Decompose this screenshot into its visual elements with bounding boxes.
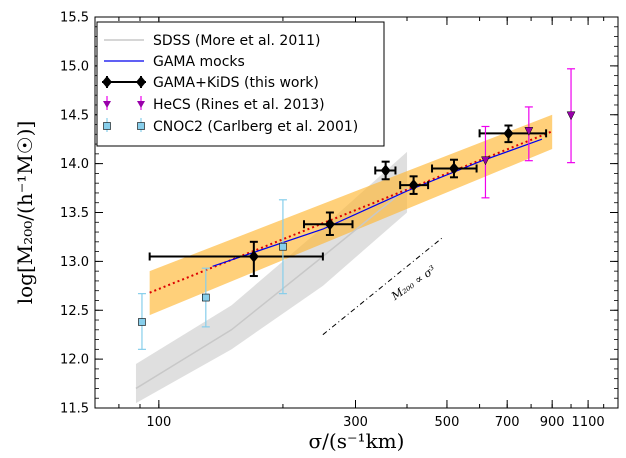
cnoc2-point — [201, 267, 210, 328]
triangle-marker — [524, 127, 534, 136]
plot-bands — [135, 114, 553, 404]
x-axis-label: σ/(s⁻¹km) — [309, 429, 405, 453]
gama_kids-point — [399, 175, 430, 195]
plot-points — [137, 68, 576, 350]
fit-band — [149, 114, 553, 316]
legend: SDSS (More et al. 2011) GAMA mocks GAMA+Ki… — [96, 21, 385, 147]
hecs-point — [524, 106, 534, 162]
y-tick-label: 13.5 — [60, 206, 89, 221]
y-tick-label: 14.5 — [60, 108, 89, 123]
square-marker — [202, 293, 210, 302]
y-tick-label: 13.0 — [60, 255, 89, 270]
y-axis: 11.5 12.0 12.5 13.0 13.5 14.0 14.5 15.0 15.5 — [60, 11, 618, 417]
gama_kids-point — [374, 160, 397, 181]
x-tick-label: 100 — [146, 415, 171, 430]
legend-swatch — [136, 76, 146, 88]
x-tick-label: 1100 — [572, 415, 605, 430]
gama_kids-point — [478, 124, 548, 144]
cnoc2-point — [137, 293, 146, 350]
legend-label: CNOC2 (Carlberg et al. 2001) — [153, 119, 358, 135]
x-tick-label: 700 — [495, 415, 520, 430]
diamond-marker — [448, 162, 459, 175]
triangle-marker — [481, 156, 490, 166]
triangle-marker — [566, 111, 576, 121]
x-tick-label: 900 — [540, 415, 565, 430]
scaling-annotation: M₂₀₀ ∝ σ³ — [388, 263, 438, 303]
legend-swatch — [137, 122, 145, 130]
legend-entry-hecs: HeCS (Rines et al. 2013) — [103, 96, 325, 113]
square-marker — [279, 242, 287, 251]
gama-mocks-line — [212, 138, 543, 267]
x-tick-label: 500 — [435, 415, 460, 430]
square-marker — [138, 318, 146, 326]
legend-entry-cnoc2: CNOC2 (Carlberg et al. 2001) — [103, 118, 358, 135]
legend-swatch — [103, 101, 111, 108]
sdss-line — [135, 187, 408, 390]
diamond-marker — [408, 179, 419, 192]
legend-label: GAMA+KiDS (this work) — [153, 75, 319, 91]
gama_kids-point — [148, 240, 324, 278]
y-tick-label: 15.5 — [60, 11, 89, 26]
diamond-marker — [248, 250, 259, 263]
scaling-line — [322, 236, 444, 336]
cnoc2-point — [278, 199, 287, 295]
legend-entry-gama_kids: GAMA+KiDS (this work) — [102, 75, 319, 91]
legend-swatch — [137, 101, 145, 108]
legend-swatch — [102, 76, 112, 88]
y-tick-label: 12.5 — [60, 304, 89, 319]
diamond-marker — [380, 164, 391, 177]
legend-label: HeCS (Rines et al. 2013) — [153, 97, 325, 113]
legend-box — [96, 21, 385, 147]
gama_kids-point — [431, 158, 478, 179]
y-tick-label: 15.0 — [60, 59, 89, 74]
legend-swatch — [103, 122, 111, 130]
gama_kids-point — [303, 211, 354, 236]
y-tick-label: 14.0 — [60, 157, 89, 172]
hecs-point — [566, 68, 576, 164]
x-tick-label: 300 — [343, 415, 368, 430]
legend-label: GAMA mocks — [153, 54, 245, 70]
diamond-marker — [503, 127, 514, 140]
legend-entry-gama_mocks: GAMA mocks — [104, 54, 245, 70]
hecs-point — [481, 125, 490, 199]
diamond-marker — [324, 218, 335, 231]
y-tick-label: 11.5 — [60, 402, 89, 417]
y-axis-label: log[M₂₀₀/(h⁻¹M☉)] — [13, 121, 37, 305]
legend-entry-sdss: SDSS (More et al. 2011) — [104, 33, 321, 49]
legend-label: SDSS (More et al. 2011) — [153, 33, 321, 49]
x-axis: 100 300 500 700 900 1100 — [118, 17, 605, 430]
y-tick-label: 12.0 — [60, 353, 89, 368]
